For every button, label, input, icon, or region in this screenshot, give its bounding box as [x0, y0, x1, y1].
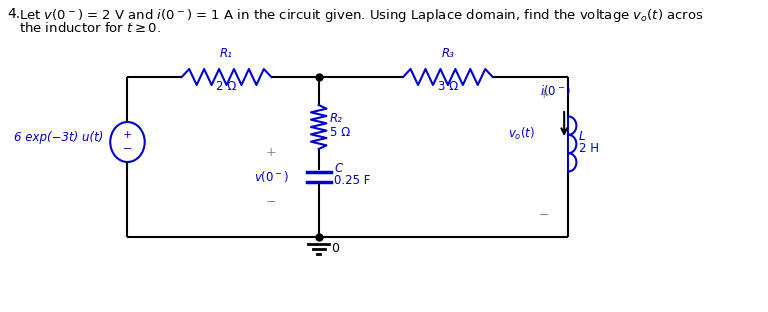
- Text: 0: 0: [331, 242, 339, 256]
- Text: −: −: [539, 208, 550, 222]
- Text: R₃: R₃: [442, 47, 455, 60]
- Text: $i(0^-)$: $i(0^-)$: [540, 84, 571, 99]
- Text: 5 Ω: 5 Ω: [330, 125, 350, 139]
- Text: −: −: [123, 144, 132, 154]
- Text: C: C: [334, 163, 343, 175]
- Text: +: +: [123, 130, 132, 140]
- Text: the inductor for $t \geq 0$.: the inductor for $t \geq 0$.: [19, 21, 161, 35]
- Text: −: −: [266, 196, 276, 208]
- Text: L: L: [579, 129, 585, 143]
- Text: $v_o(t)$: $v_o(t)$: [508, 126, 535, 142]
- Text: R₁: R₁: [220, 47, 233, 60]
- Text: 0.25 F: 0.25 F: [334, 174, 371, 188]
- Text: R₂: R₂: [330, 113, 343, 125]
- Text: 4.: 4.: [7, 7, 20, 21]
- Text: +: +: [539, 89, 550, 101]
- Text: 6 exp(−3t) u(t): 6 exp(−3t) u(t): [14, 131, 104, 144]
- Text: 2 H: 2 H: [579, 143, 599, 155]
- Text: +: +: [266, 145, 276, 158]
- Text: $v(0^-)$: $v(0^-)$: [253, 169, 289, 184]
- Text: Let $v(0^-)$ = 2 V and $i(0^-)$ = 1 A in the circuit given. Using Laplace domain: Let $v(0^-)$ = 2 V and $i(0^-)$ = 1 A in…: [19, 7, 703, 24]
- Text: 3 Ω: 3 Ω: [438, 80, 458, 93]
- Text: 2 Ω: 2 Ω: [217, 80, 237, 93]
